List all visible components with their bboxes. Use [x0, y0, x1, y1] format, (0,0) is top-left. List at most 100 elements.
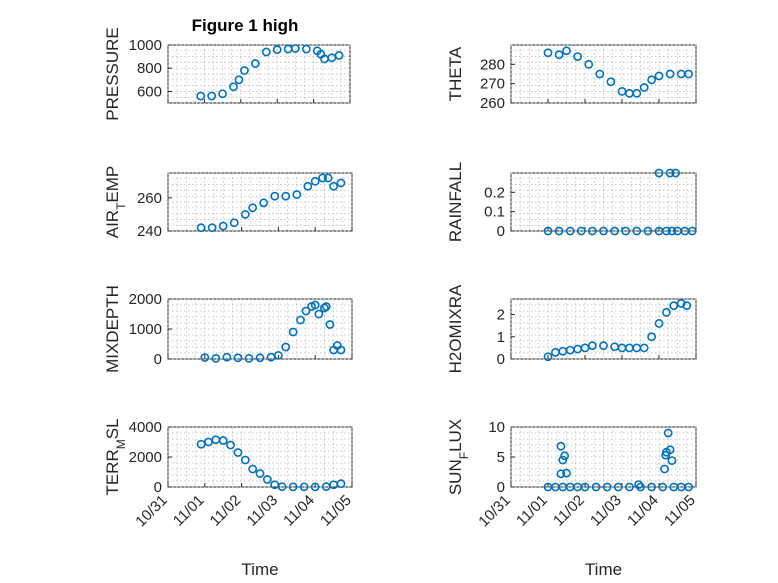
data-point: [259, 198, 269, 208]
y-axis-label-part: M: [114, 439, 128, 449]
data-point: [602, 482, 612, 492]
data-point: [658, 482, 668, 492]
y-tick-label: 800: [137, 60, 162, 77]
y-tick-label: 2000: [129, 291, 162, 308]
grid-lines: [167, 44, 351, 104]
y-tick-label: 0: [497, 351, 505, 368]
data-point: [200, 353, 210, 362]
data-point: [292, 190, 302, 199]
x-tick-label: 11/02: [550, 492, 588, 530]
data-point: [211, 353, 221, 363]
data-point: [196, 91, 206, 101]
axes-bottom-right: 0 5 10 10/31 11/01 11/02 11/03 11/04 11/05 SUNFLU…: [446, 419, 699, 579]
data-point: [229, 82, 238, 92]
y-tick-label: 1: [497, 329, 505, 346]
data-point: [303, 181, 313, 191]
data-point: [565, 226, 575, 236]
y-axis-label-part: THETA: [446, 46, 465, 101]
x-tick-label: 11/02: [207, 492, 245, 530]
data-point: [671, 168, 681, 178]
data-point: [591, 482, 601, 492]
data-point: [281, 191, 291, 201]
data-point: [669, 301, 679, 311]
data-point: [336, 178, 346, 188]
data-point: [288, 482, 298, 492]
data-point: [543, 352, 553, 362]
data-point: [270, 191, 280, 201]
axes-row2-right: 0 0.1 0.2 RAINFALL: [446, 162, 697, 242]
data-point: [299, 482, 309, 492]
y-tick-label: 0: [154, 479, 162, 496]
y-tick-label: 280: [480, 56, 505, 73]
y-axis-label: THETA: [446, 46, 465, 101]
data-point: [647, 482, 656, 492]
data-point: [621, 226, 631, 236]
data-point: [576, 226, 586, 236]
data-point: [261, 47, 271, 57]
data-point: [218, 221, 228, 231]
x-tick-label: 11/05: [317, 492, 355, 530]
data-point: [632, 226, 642, 236]
data-point: [301, 44, 311, 54]
data-point: [573, 52, 582, 61]
y-axis-label: PRESSURE: [103, 27, 122, 121]
data-point: [562, 468, 571, 478]
grid-lines: [510, 172, 697, 232]
y-tick-label: 1000: [129, 37, 162, 54]
data-point: [588, 341, 597, 351]
axes-top-left: 600 800 1000 PRESSURE: [103, 27, 351, 121]
data-point: [625, 482, 634, 492]
data-point: [684, 69, 693, 79]
data-point: [234, 75, 244, 85]
data-point: [682, 301, 692, 311]
y-axis-label-part: MIXDEPTH: [103, 285, 122, 373]
y-tick-label: 0.2: [484, 184, 505, 201]
data-point: [560, 451, 570, 461]
y-axis-label: MIXDEPTH: [103, 285, 122, 373]
data-point: [244, 353, 254, 363]
data-point: [277, 482, 287, 492]
y-axis-label-part: AIR: [103, 210, 122, 238]
data-point: [661, 450, 671, 460]
data-point: [632, 88, 642, 98]
y-axis-label: TERRMSL: [103, 418, 128, 495]
data-point: [543, 48, 553, 58]
data-point: [310, 482, 320, 492]
grid-lines: [510, 298, 697, 360]
data-point: [281, 342, 291, 352]
data-point: [248, 464, 258, 474]
grid-lines: [510, 426, 697, 488]
data-point: [250, 59, 260, 68]
data-point: [334, 51, 344, 60]
data-point: [329, 181, 338, 191]
y-tick-label: 260: [137, 190, 162, 207]
data-point: [554, 50, 564, 60]
axes-row3-right: 0 1 2 H2OMIXRA: [446, 284, 697, 373]
data-point: [584, 59, 594, 69]
data-point: [599, 341, 608, 351]
x-axis-label: Time: [585, 560, 622, 579]
data-point: [667, 226, 677, 236]
y-tick-label: 2: [497, 307, 505, 324]
data-point: [667, 456, 677, 465]
data-point: [240, 455, 250, 465]
data-point: [687, 226, 697, 236]
data-point: [599, 226, 608, 236]
data-point: [323, 173, 333, 183]
data-point: [643, 226, 653, 236]
grid-lines: [167, 426, 353, 488]
axes-row3-left: 0 1000 2000 MIXDEPTH: [103, 285, 353, 373]
data-point: [647, 332, 656, 342]
y-tick-label: 5: [497, 449, 505, 466]
data-point: [639, 343, 649, 353]
y-tick-label: 600: [137, 83, 162, 100]
y-axis-label-part: F: [457, 452, 471, 459]
data-point: [613, 482, 623, 492]
data-point: [556, 441, 566, 451]
data-point: [222, 352, 232, 362]
y-axis-label-part: PRESSURE: [103, 27, 122, 121]
y-axis-label: AIRTEMP: [103, 166, 128, 239]
y-axis-label-part: SL: [103, 418, 122, 439]
data-point: [218, 436, 228, 445]
